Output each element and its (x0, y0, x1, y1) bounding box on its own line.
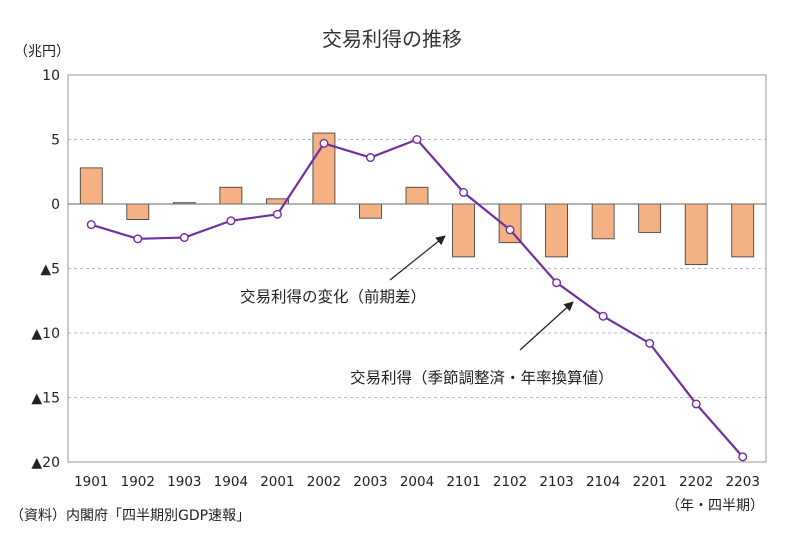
x-tick-label: 2104 (586, 474, 620, 490)
x-tick-label: 2102 (493, 474, 527, 490)
chart-title: 交易利得の推移 (322, 27, 462, 51)
bar-2101 (452, 203, 475, 258)
bar-2104 (591, 203, 615, 240)
bar-2202 (684, 203, 708, 266)
y-tick-label: 10 (42, 68, 60, 84)
x-axis-ticks: 1901 1902 1903 1904 2001 2002 2003 2004 2101 2102… (74, 474, 760, 490)
line-point-1904 (226, 216, 236, 226)
line-point-2002 (319, 138, 329, 148)
line-point-2104 (598, 311, 608, 321)
y-tick-label: ▲10 (31, 326, 60, 342)
source-note: （資料）内閣府「四半期別GDP速報」 (10, 508, 250, 524)
line-point-2003 (365, 153, 375, 163)
x-unit-label: （年・四半期） (666, 498, 764, 514)
y-tick-label: ▲20 (31, 455, 60, 471)
bar-annotation-arrow (389, 235, 446, 281)
x-tick-label: 2103 (539, 474, 573, 490)
line-point-2102 (505, 225, 515, 235)
line-point-2202 (691, 399, 701, 409)
line-point-2201 (645, 338, 655, 348)
y-tick-label: ▲15 (31, 391, 60, 407)
plot-frame (67, 74, 767, 463)
y-tick-label: 0 (51, 197, 60, 213)
x-tick-label: 2101 (446, 474, 480, 490)
line-point-2203 (738, 452, 748, 462)
x-tick-label: 1904 (214, 474, 248, 490)
bar-2203 (731, 203, 755, 258)
bar-2004 (405, 186, 429, 205)
bar-2003 (359, 203, 382, 219)
line-annotation-arrow (519, 301, 574, 351)
bar-1902 (126, 203, 150, 220)
line-point-1903 (179, 233, 189, 243)
bar-series-annotation: 交易利得の変化（前期差） (240, 288, 426, 306)
x-tick-label: 1902 (121, 474, 155, 490)
bar-2201 (638, 203, 662, 233)
x-tick-label: 1901 (74, 474, 108, 490)
x-tick-label: 2203 (726, 474, 760, 490)
line-point-1902 (133, 234, 143, 244)
y-tick-label: 5 (51, 133, 60, 149)
bar-series (79, 132, 755, 266)
line-point-1901 (86, 220, 96, 230)
line-point-2001 (272, 209, 282, 219)
bar-2103 (545, 203, 568, 258)
line-point-2103 (552, 278, 562, 288)
x-tick-label: 2201 (632, 474, 666, 490)
bar-1904 (219, 186, 243, 205)
line-series (86, 134, 748, 462)
x-tick-label: 2003 (353, 474, 387, 490)
x-tick-label: 2004 (400, 474, 434, 490)
line-series-annotation: 交易利得（季節調整済・年率換算値） (350, 368, 614, 387)
line-point-2101 (459, 187, 469, 197)
bar-1901 (79, 167, 103, 205)
y-tick-label: ▲5 (40, 262, 60, 278)
x-tick-label: 1903 (167, 474, 201, 490)
x-tick-label: 2001 (260, 474, 294, 490)
x-tick-label: 2202 (679, 474, 713, 490)
y-axis-ticks: 10 5 0 ▲5 ▲10 ▲15 ▲20 (31, 68, 60, 471)
y-unit-label: （兆円） (14, 44, 70, 60)
line-point-2004 (412, 134, 422, 144)
x-tick-label: 2002 (307, 474, 341, 490)
